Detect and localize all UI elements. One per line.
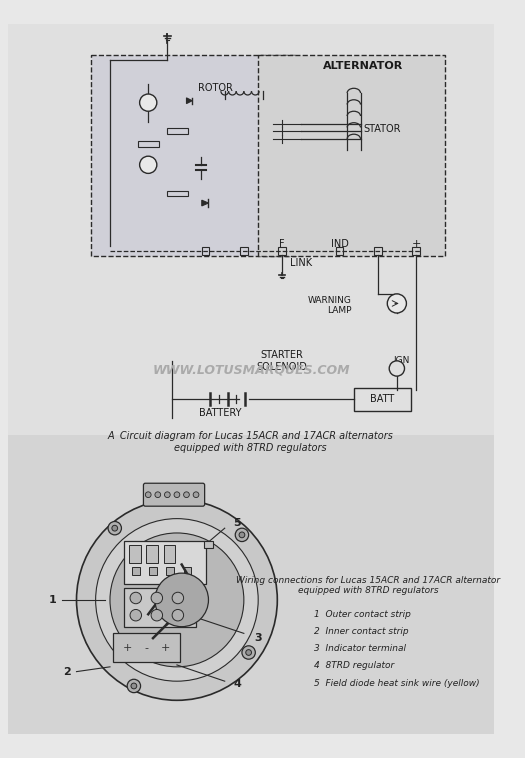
Circle shape	[246, 650, 251, 656]
FancyBboxPatch shape	[143, 484, 205, 506]
Circle shape	[151, 609, 163, 621]
Bar	[335, 247, 343, 255]
Text: 2  Inner contact strip: 2 Inner contact strip	[313, 627, 408, 636]
Circle shape	[184, 492, 190, 497]
Text: F: F	[279, 240, 285, 249]
Text: +: +	[161, 643, 170, 653]
Circle shape	[235, 528, 249, 541]
Text: 3  Indicator terminal: 3 Indicator terminal	[313, 644, 406, 653]
Bar	[8, 24, 495, 435]
Circle shape	[140, 94, 157, 111]
Circle shape	[164, 492, 170, 497]
Bar	[129, 546, 141, 562]
Circle shape	[172, 592, 184, 603]
Circle shape	[174, 492, 180, 497]
Circle shape	[130, 609, 142, 621]
Circle shape	[387, 294, 406, 313]
Bar	[202, 247, 209, 255]
Circle shape	[193, 492, 199, 497]
Bar	[354, 387, 411, 411]
Bar	[113, 634, 180, 662]
Text: IND: IND	[331, 240, 349, 249]
Text: +: +	[411, 240, 421, 249]
Bar	[184, 568, 191, 575]
Circle shape	[110, 533, 244, 667]
Text: A  Circuit diagram for Lucas 15ACR and 17ACR alternators
equipped with 8TRD regu: A Circuit diagram for Lucas 15ACR and 17…	[108, 431, 393, 453]
Bar	[91, 55, 297, 255]
Text: BATTERY: BATTERY	[198, 409, 241, 418]
Text: 5  Field diode heat sink wire (yellow): 5 Field diode heat sink wire (yellow)	[313, 678, 479, 688]
Circle shape	[140, 156, 157, 174]
Text: 1: 1	[49, 595, 57, 605]
Circle shape	[145, 492, 151, 497]
Bar	[240, 247, 248, 255]
Circle shape	[151, 592, 163, 603]
Circle shape	[172, 609, 184, 621]
Bar	[278, 247, 286, 255]
Polygon shape	[186, 98, 192, 104]
Text: STARTER
SOLENOID: STARTER SOLENOID	[257, 350, 308, 371]
Text: ROTOR: ROTOR	[198, 83, 233, 93]
Text: WARNING
LAMP: WARNING LAMP	[308, 296, 352, 315]
Text: WWW.LOTUSMARQUES.COM: WWW.LOTUSMARQUES.COM	[153, 364, 350, 377]
Bar	[146, 546, 158, 562]
Circle shape	[131, 683, 136, 689]
Bar	[132, 568, 140, 575]
Text: 3: 3	[255, 633, 262, 643]
Bar	[374, 247, 382, 255]
Text: Wiring connections for Lucas 15ACR and 17ACR alternator
equipped with 8TRD regul: Wiring connections for Lucas 15ACR and 1…	[236, 576, 500, 595]
Text: 2: 2	[63, 666, 71, 677]
Bar	[258, 55, 445, 255]
Text: 4: 4	[233, 679, 241, 689]
Text: 4  8TRD regulator: 4 8TRD regulator	[313, 662, 394, 670]
Text: 1  Outer contact strip: 1 Outer contact strip	[313, 609, 411, 619]
Circle shape	[127, 679, 141, 693]
Circle shape	[77, 500, 277, 700]
Circle shape	[242, 646, 255, 659]
Text: BATT: BATT	[371, 394, 395, 404]
Bar	[204, 540, 213, 548]
Text: STATOR: STATOR	[364, 124, 401, 134]
Text: ALTERNATOR: ALTERNATOR	[323, 61, 404, 71]
Text: IGN: IGN	[393, 356, 410, 365]
Circle shape	[389, 361, 404, 376]
Text: LINK: LINK	[290, 258, 312, 268]
Circle shape	[108, 522, 121, 535]
Circle shape	[239, 532, 245, 537]
Bar	[138, 141, 159, 146]
Circle shape	[155, 492, 161, 497]
Polygon shape	[202, 200, 208, 206]
Bar	[149, 568, 157, 575]
Text: -: -	[144, 643, 148, 653]
Bar	[124, 540, 206, 584]
Circle shape	[130, 592, 142, 603]
Bar	[167, 190, 188, 196]
Circle shape	[112, 525, 118, 531]
Bar	[412, 247, 420, 255]
Circle shape	[96, 518, 258, 681]
Circle shape	[155, 573, 208, 627]
Bar	[167, 128, 188, 134]
Text: +: +	[122, 643, 132, 653]
Text: 5: 5	[233, 518, 241, 528]
Bar	[163, 546, 175, 562]
Bar	[166, 568, 174, 575]
Bar	[124, 588, 196, 627]
